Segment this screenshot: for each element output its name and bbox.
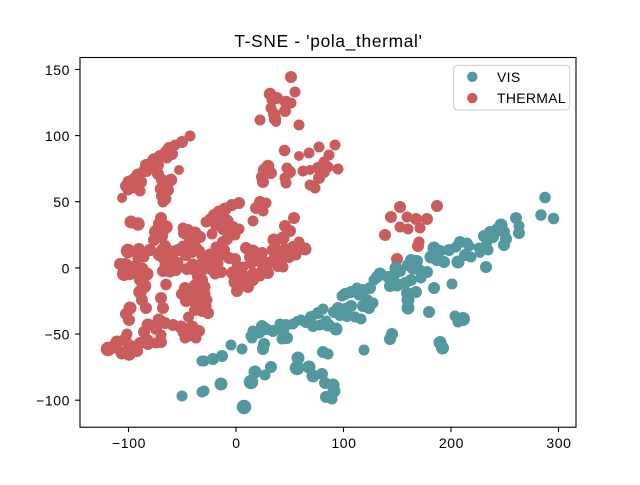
svg-text:0: 0	[232, 435, 240, 451]
svg-text:−100: −100	[36, 393, 70, 409]
svg-text:VIS: VIS	[497, 69, 520, 85]
svg-text:100: 100	[331, 435, 356, 451]
svg-text:50: 50	[53, 194, 70, 210]
svg-text:150: 150	[45, 62, 70, 78]
svg-text:0: 0	[62, 260, 70, 276]
svg-text:−50: −50	[44, 326, 70, 342]
svg-text:−100: −100	[112, 435, 146, 451]
svg-text:100: 100	[45, 128, 70, 144]
svg-text:T-SNE - 'pola_thermal': T-SNE - 'pola_thermal'	[234, 31, 422, 51]
svg-text:300: 300	[546, 435, 571, 451]
svg-text:200: 200	[439, 435, 464, 451]
svg-text:THERMAL: THERMAL	[497, 90, 566, 106]
